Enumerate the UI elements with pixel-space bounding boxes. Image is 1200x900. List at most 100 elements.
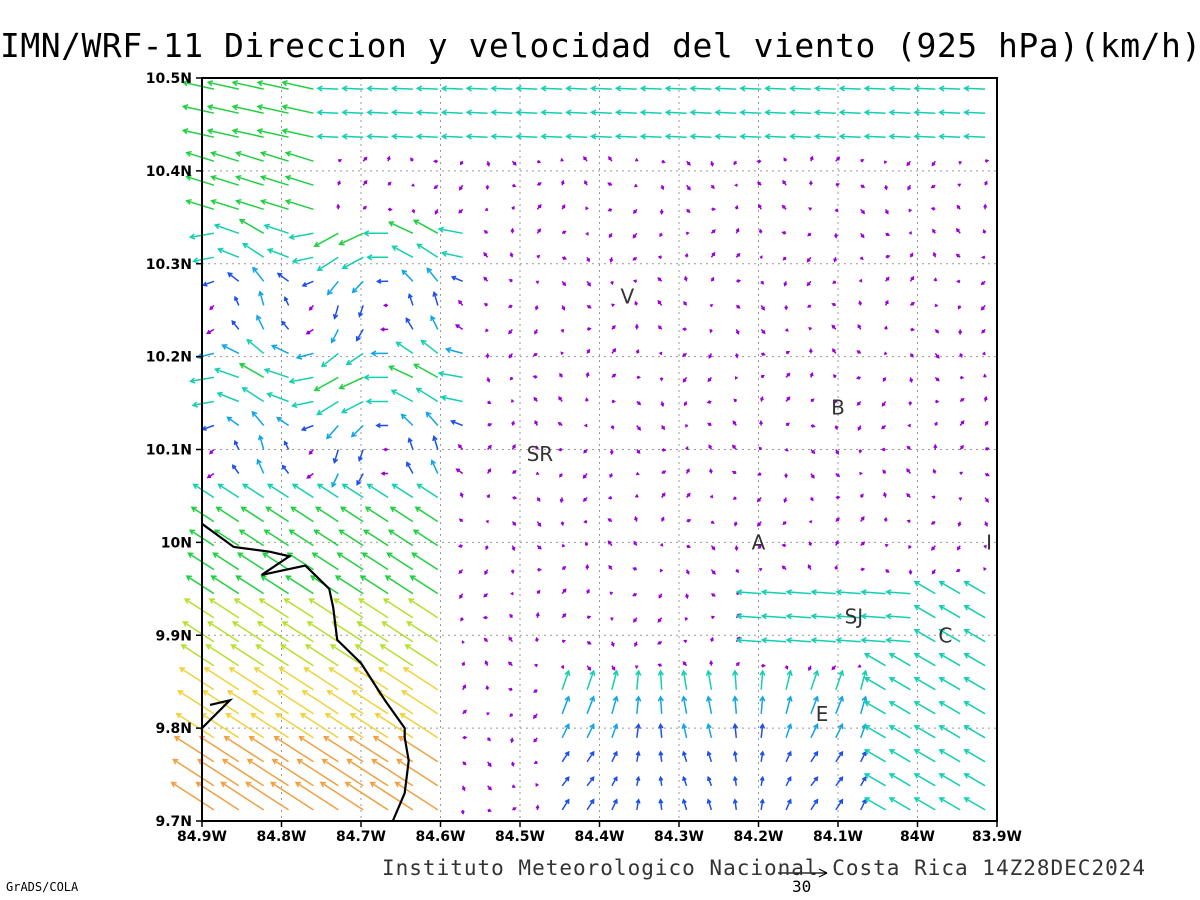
wind-vector bbox=[956, 204, 961, 210]
wind-vector bbox=[610, 425, 615, 430]
wind-vector bbox=[411, 209, 416, 214]
wind-vector bbox=[540, 109, 563, 116]
wind-vector bbox=[458, 518, 464, 523]
wind-vector bbox=[304, 644, 339, 667]
wind-vector bbox=[835, 613, 861, 620]
wind-vector bbox=[323, 735, 364, 763]
coastline-main bbox=[201, 522, 410, 822]
wind-vector bbox=[909, 301, 915, 306]
wind-vector bbox=[710, 592, 716, 597]
wind-vector bbox=[180, 644, 215, 667]
wind-vector bbox=[313, 529, 339, 547]
wind-vector bbox=[375, 422, 389, 429]
wind-vector bbox=[733, 398, 737, 403]
wind-vector bbox=[460, 160, 464, 166]
wind-vector bbox=[757, 545, 762, 550]
wind-vector bbox=[981, 328, 986, 334]
wind-vector bbox=[183, 598, 215, 619]
wind-vector bbox=[813, 133, 836, 140]
wind-vector bbox=[330, 329, 339, 344]
wind-vector bbox=[245, 781, 290, 811]
coastline-fragment bbox=[201, 698, 234, 729]
wind-vector bbox=[558, 395, 563, 402]
wind-vector bbox=[242, 483, 265, 499]
wind-vector bbox=[462, 761, 467, 766]
wind-vector bbox=[759, 396, 764, 402]
wind-vector bbox=[420, 339, 439, 354]
wind-vector bbox=[731, 444, 737, 450]
station-label: C bbox=[938, 623, 952, 647]
wind-vector bbox=[689, 133, 712, 140]
wind-vector bbox=[633, 617, 638, 623]
wind-vector bbox=[487, 785, 493, 791]
wind-vector bbox=[586, 665, 592, 671]
wind-vector bbox=[759, 669, 766, 690]
wind-vector bbox=[659, 377, 664, 382]
wind-vector bbox=[326, 689, 364, 715]
wind-vector bbox=[509, 713, 514, 718]
wind-vector bbox=[465, 109, 488, 116]
y-tick-label: 10.3N bbox=[146, 257, 192, 273]
wind-vector bbox=[831, 302, 837, 307]
wind-vector bbox=[561, 776, 570, 787]
x-tick-label: 84.4W bbox=[575, 829, 625, 845]
wind-vector bbox=[209, 304, 215, 311]
wind-vector bbox=[285, 575, 314, 595]
wind-vector bbox=[634, 515, 639, 522]
wind-vector bbox=[758, 446, 763, 451]
wind-vector bbox=[400, 413, 414, 427]
wind-vector bbox=[860, 637, 886, 644]
wind-vector bbox=[664, 109, 687, 116]
wind-vector bbox=[511, 521, 517, 526]
wind-vector bbox=[938, 773, 961, 787]
wind-vector bbox=[210, 174, 240, 186]
wind-vector bbox=[432, 435, 439, 450]
wind-vector bbox=[181, 80, 215, 90]
wind-vector bbox=[833, 374, 837, 378]
wind-vector bbox=[760, 328, 766, 335]
wind-vector bbox=[760, 613, 787, 620]
wind-vector bbox=[881, 424, 887, 430]
wind-vector bbox=[584, 179, 588, 186]
wind-vector bbox=[295, 352, 314, 360]
wind-vector bbox=[280, 644, 314, 667]
wind-vector bbox=[934, 303, 939, 308]
wind-vector bbox=[294, 781, 339, 811]
wind-vector bbox=[490, 133, 513, 140]
wind-vector bbox=[885, 276, 890, 282]
wind-vector bbox=[332, 305, 340, 320]
wind-vector bbox=[807, 232, 812, 237]
wind-vector bbox=[984, 420, 989, 426]
wind-vector bbox=[661, 447, 667, 452]
wind-vector bbox=[659, 542, 664, 547]
wind-vector bbox=[809, 520, 813, 524]
wind-vector bbox=[635, 349, 640, 354]
wind-vector bbox=[561, 588, 567, 595]
wind-vector bbox=[406, 621, 439, 643]
wind-vector bbox=[415, 109, 438, 116]
wind-vector bbox=[885, 637, 911, 644]
wind-vector bbox=[540, 85, 563, 92]
wind-vector bbox=[560, 179, 565, 186]
wind-vector bbox=[657, 325, 663, 330]
wind-vector bbox=[731, 470, 737, 475]
wind-vector bbox=[313, 232, 339, 248]
wind-vector bbox=[206, 328, 215, 335]
wind-vector bbox=[401, 269, 414, 282]
wind-vector bbox=[288, 376, 314, 385]
wind-vector bbox=[934, 376, 940, 382]
wind-vector bbox=[559, 372, 563, 378]
station-label: E bbox=[816, 702, 829, 726]
wind-vector bbox=[756, 521, 762, 527]
wind-vector bbox=[440, 250, 463, 259]
wind-vector bbox=[206, 104, 239, 114]
wind-vector bbox=[387, 221, 414, 234]
wind-vector bbox=[881, 401, 887, 407]
wind-vector bbox=[658, 351, 663, 356]
wind-vector bbox=[910, 327, 916, 332]
wind-vector bbox=[863, 701, 886, 715]
wind-vector bbox=[363, 529, 389, 547]
wind-vector bbox=[888, 773, 911, 787]
wind-vector bbox=[913, 580, 936, 595]
wind-vector bbox=[636, 400, 642, 406]
